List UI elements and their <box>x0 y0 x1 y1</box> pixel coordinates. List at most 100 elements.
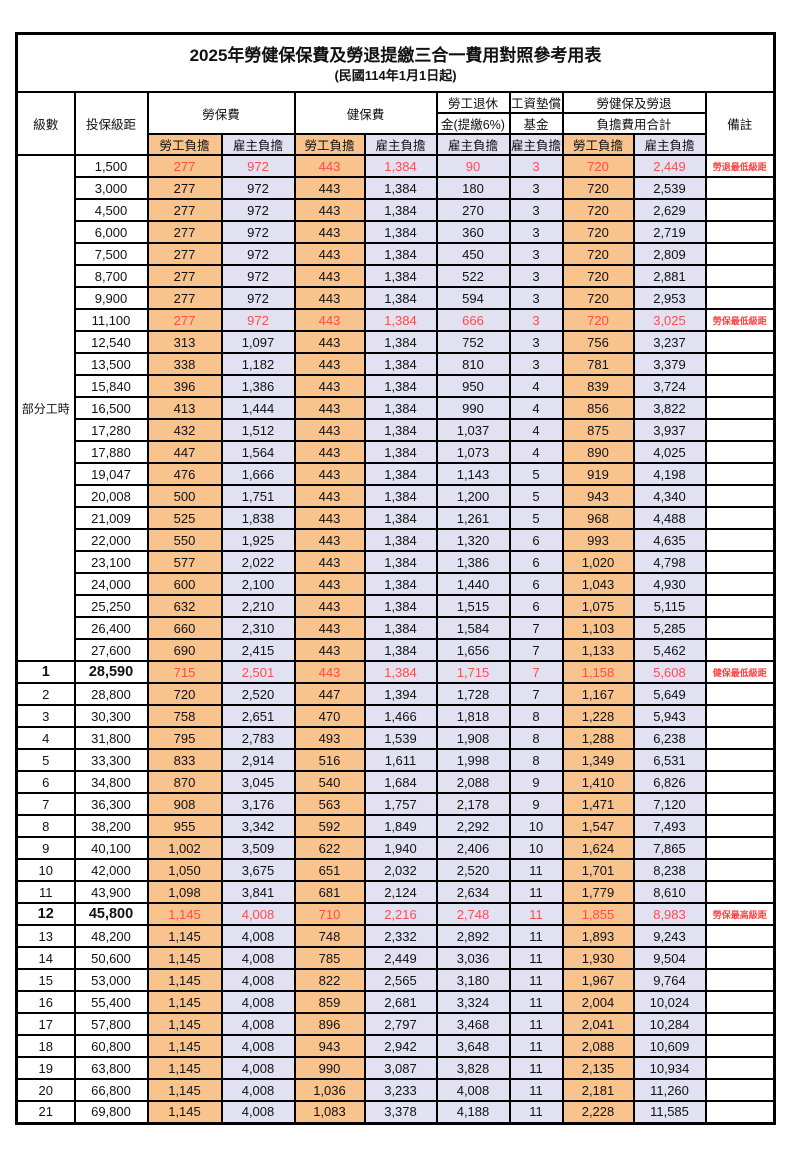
table-row: 6,000 277 972 443 1,384 360 3 720 2,719 <box>17 220 776 244</box>
cell-health-fee-employee: 443 <box>293 418 366 442</box>
table-row: 6 34,800 870 3,045 540 1,684 2,088 9 1,410 6,826 <box>15 770 776 794</box>
cell-total-employee: 2,041 <box>561 1012 635 1036</box>
cell-level: 8 <box>15 814 76 838</box>
cell-health-fee-employer: 1,384 <box>363 528 438 552</box>
cell-total-employee: 1,624 <box>561 836 635 860</box>
cell-health-fee-employer: 1,394 <box>363 682 438 706</box>
cell-wage-fund-employer: 3 <box>508 154 564 178</box>
cell-salary: 34,800 <box>73 770 149 794</box>
cell-pension-employer: 1,073 <box>435 440 511 464</box>
cell-salary: 66,800 <box>73 1078 149 1102</box>
cell-health-fee-employer: 1,384 <box>363 352 438 376</box>
cell-wage-fund-employer: 3 <box>508 264 564 288</box>
cell-remark <box>704 330 776 354</box>
cell-health-fee-employee: 443 <box>293 154 366 178</box>
cell-total-employer: 7,865 <box>632 836 707 860</box>
cell-pension-employer: 1,728 <box>435 682 511 706</box>
table-row: 11,100 277 972 443 1,384 666 3 720 3,025 勞保最低級距 <box>17 308 776 332</box>
cell-labor-fee-employee: 1,145 <box>146 1078 223 1102</box>
cell-labor-fee-employee: 1,145 <box>146 946 223 970</box>
cell-health-fee-employer: 2,124 <box>363 880 438 904</box>
cell-pension-employer: 2,088 <box>435 770 511 794</box>
table-row: 23,100 577 2,022 443 1,384 1,386 6 1,020 4,798 <box>17 550 776 574</box>
cell-remark <box>704 748 776 772</box>
cell-pension-employer: 3,468 <box>435 1012 511 1036</box>
table-row: 26,400 660 2,310 443 1,384 1,584 7 1,103 5,285 <box>17 616 776 640</box>
cell-total-employer: 4,798 <box>632 550 707 574</box>
cell-level: 20 <box>15 1078 76 1102</box>
cell-health-fee-employee: 443 <box>293 616 366 640</box>
cell-total-employee: 781 <box>561 352 635 376</box>
col-header-wage-fund-line1: 工資墊償 <box>508 91 564 114</box>
cell-salary: 40,100 <box>73 836 149 860</box>
cell-remark <box>704 726 776 750</box>
col-header-pension-line2: 金(提繳6%) <box>435 112 511 135</box>
cell-labor-fee-employee: 476 <box>146 462 223 486</box>
cell-labor-fee-employee: 1,145 <box>146 1056 223 1080</box>
cell-labor-fee-employee: 447 <box>146 440 223 464</box>
cell-health-fee-employer: 1,940 <box>363 836 438 860</box>
cell-salary: 43,900 <box>73 880 149 904</box>
cell-labor-fee-employer: 972 <box>220 176 296 200</box>
cell-pension-employer: 3,036 <box>435 946 511 970</box>
cell-salary: 12,540 <box>73 330 149 354</box>
cell-wage-fund-employer: 6 <box>508 572 564 596</box>
cell-salary: 21,009 <box>73 506 149 530</box>
cell-labor-fee-employee: 500 <box>146 484 223 508</box>
cell-labor-fee-employee: 758 <box>146 704 223 728</box>
cell-health-fee-employee: 443 <box>293 242 366 266</box>
cell-wage-fund-employer: 7 <box>508 660 564 684</box>
col-header-pension-line1: 勞工退休 <box>435 91 511 114</box>
subheader-health-employee: 勞工負擔 <box>293 133 366 156</box>
table-row: 12,540 313 1,097 443 1,384 752 3 756 3,237 <box>17 330 776 354</box>
cell-health-fee-employer: 1,384 <box>363 330 438 354</box>
cell-health-fee-employer: 1,384 <box>363 572 438 596</box>
cell-total-employee: 1,701 <box>561 858 635 882</box>
cell-total-employee: 875 <box>561 418 635 442</box>
cell-labor-fee-employee: 432 <box>146 418 223 442</box>
cell-labor-fee-employee: 632 <box>146 594 223 618</box>
cell-health-fee-employer: 1,384 <box>363 440 438 464</box>
cell-pension-employer: 2,406 <box>435 836 511 860</box>
cell-total-employee: 1,167 <box>561 682 635 706</box>
table-row: 13,500 338 1,182 443 1,384 810 3 781 3,379 <box>17 352 776 376</box>
cell-salary: 28,800 <box>73 682 149 706</box>
cell-labor-fee-employee: 795 <box>146 726 223 750</box>
col-header-health-insurance: 健保費 <box>293 91 438 135</box>
header-row-3: 勞工負擔 雇主負擔 勞工負擔 雇主負擔 雇主負擔 雇主負擔 勞工負擔 雇主負擔 <box>17 133 775 156</box>
cell-total-employee: 968 <box>561 506 635 530</box>
cell-health-fee-employee: 443 <box>293 198 366 222</box>
cell-health-fee-employee: 493 <box>293 726 366 750</box>
subheader-pension-employer: 雇主負擔 <box>435 133 511 156</box>
table-row: 24,000 600 2,100 443 1,384 1,440 6 1,043 4,930 <box>17 572 776 596</box>
cell-health-fee-employee: 443 <box>293 484 366 508</box>
cell-health-fee-employee: 896 <box>293 1012 366 1036</box>
cell-salary: 31,800 <box>73 726 149 750</box>
cell-health-fee-employer: 2,797 <box>363 1012 438 1036</box>
cell-wage-fund-employer: 9 <box>508 770 564 794</box>
cell-labor-fee-employer: 4,008 <box>220 1078 296 1102</box>
cell-salary: 17,880 <box>73 440 149 464</box>
cell-wage-fund-employer: 7 <box>508 682 564 706</box>
cell-salary: 26,400 <box>73 616 149 640</box>
cell-total-employee: 720 <box>561 220 635 244</box>
cell-total-employer: 4,025 <box>632 440 707 464</box>
cell-salary: 50,600 <box>73 946 149 970</box>
table-row: 3 30,300 758 2,651 470 1,466 1,818 8 1,228 5,943 <box>15 704 776 728</box>
cell-wage-fund-employer: 10 <box>508 814 564 838</box>
cell-wage-fund-employer: 11 <box>508 968 564 992</box>
table-row: 21,009 525 1,838 443 1,384 1,261 5 968 4,488 <box>17 506 776 530</box>
cell-salary: 17,280 <box>73 418 149 442</box>
cell-health-fee-employee: 990 <box>293 1056 366 1080</box>
cell-salary: 45,800 <box>73 902 149 926</box>
cell-wage-fund-employer: 6 <box>508 528 564 552</box>
cell-labor-fee-employee: 1,145 <box>146 902 223 926</box>
cell-wage-fund-employer: 3 <box>508 308 564 332</box>
cell-total-employer: 3,237 <box>632 330 707 354</box>
cell-labor-fee-employer: 4,008 <box>220 924 296 948</box>
cell-total-employer: 2,449 <box>632 154 707 178</box>
cell-total-employee: 839 <box>561 374 635 398</box>
cell-wage-fund-employer: 3 <box>508 220 564 244</box>
cell-level: 9 <box>15 836 76 860</box>
cell-total-employee: 2,004 <box>561 990 635 1014</box>
